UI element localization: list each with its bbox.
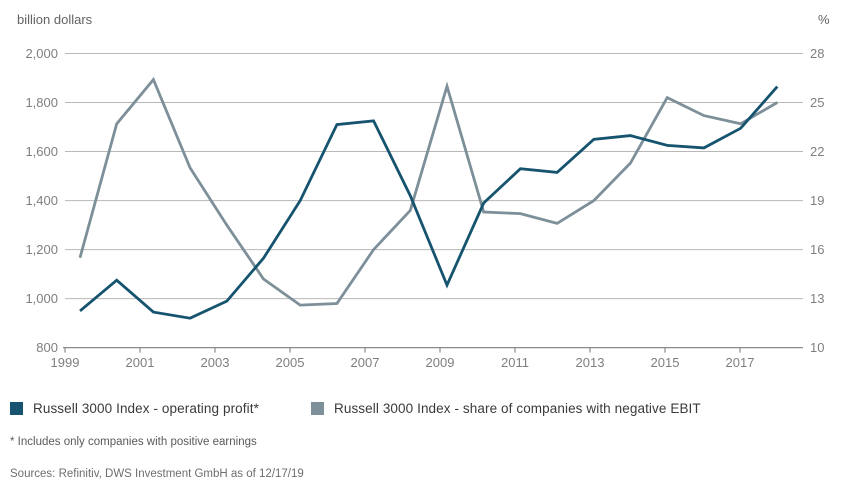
chart-canvas: billion dollars % 2,000 1,800 1,600 1,400 1,… xyxy=(17,12,830,370)
sources-note: Sources: Refinitiv, DWS Investment GmbH … xyxy=(10,468,304,480)
y-axis-left-labels: 2,000 1,800 1,600 1,400 1,200 1,000 800 xyxy=(25,46,58,355)
y-right-tick-label: 10 xyxy=(810,340,824,355)
x-tick-label: 2001 xyxy=(126,355,155,370)
y-axis-right-labels: 28 25 22 19 16 13 10 xyxy=(810,46,824,355)
x-tick-label: 2015 xyxy=(651,355,680,370)
right-axis-title: % xyxy=(818,12,830,27)
series-line-operating-profit xyxy=(79,85,779,320)
x-tick-label: 2003 xyxy=(201,355,230,370)
y-left-tick-label: 1,000 xyxy=(25,291,58,306)
series-lines xyxy=(78,76,779,320)
y-right-tick-label: 25 xyxy=(810,95,824,110)
legend-item-operating-profit: Russell 3000 Index - operating profit* xyxy=(10,401,259,416)
y-left-tick-label: 1,200 xyxy=(25,242,58,257)
left-axis-title: billion dollars xyxy=(17,12,93,27)
footnote: * Includes only companies with positive … xyxy=(10,436,257,448)
legend-swatch-negative-ebit xyxy=(311,402,324,415)
x-tick-label: 2013 xyxy=(576,355,605,370)
y-right-tick-label: 19 xyxy=(810,193,824,208)
x-axis: 1999 2001 2003 2005 2007 2009 2011 2013 2015 2017 xyxy=(51,347,803,370)
legend-swatch-operating-profit xyxy=(10,402,23,415)
legend-label-negative-ebit: Russell 3000 Index - share of companies … xyxy=(334,401,701,416)
y-right-tick-label: 22 xyxy=(810,144,824,159)
y-left-tick-label: 1,800 xyxy=(25,95,58,110)
legend-item-negative-ebit: Russell 3000 Index - share of companies … xyxy=(311,401,701,416)
series-line-negative-ebit xyxy=(78,76,779,307)
y-right-tick-label: 13 xyxy=(810,291,824,306)
y-left-tick-label: 1,600 xyxy=(25,144,58,159)
y-right-tick-label: 16 xyxy=(810,242,824,257)
x-tick-label: 2005 xyxy=(276,355,305,370)
gridlines xyxy=(65,53,803,300)
legend-label-operating-profit: Russell 3000 Index - operating profit* xyxy=(33,401,259,416)
y-right-tick-label: 28 xyxy=(810,46,824,61)
x-tick-label: 2017 xyxy=(726,355,755,370)
y-left-tick-label: 800 xyxy=(36,340,58,355)
x-tick-label: 2011 xyxy=(501,355,529,370)
y-left-tick-label: 1,400 xyxy=(25,193,58,208)
x-tick-label: 2009 xyxy=(426,355,455,370)
y-left-tick-label: 2,000 xyxy=(25,46,58,61)
x-tick-label: 1999 xyxy=(51,355,80,370)
chart-legend: Russell 3000 Index - operating profit* R… xyxy=(0,401,842,419)
x-tick-label: 2007 xyxy=(351,355,380,370)
